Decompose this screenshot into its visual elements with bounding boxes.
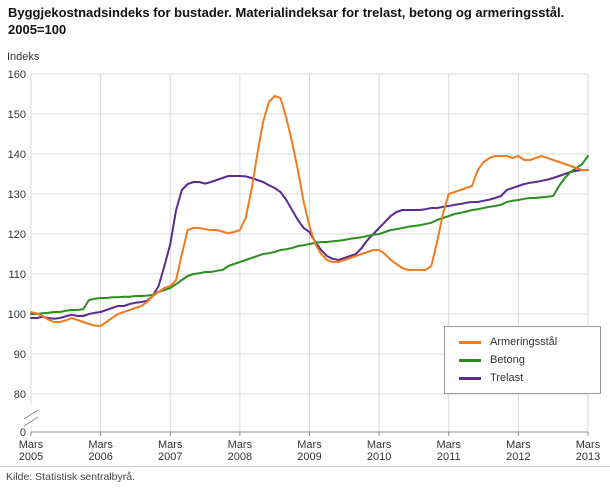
source-text: Kilde: Statistisk sentralbyrå. (6, 471, 135, 483)
x-tick-label-month: Mars (297, 439, 322, 451)
x-tick-label-year: 2009 (297, 451, 321, 463)
legend-line-swatch-armeringsstal (459, 340, 481, 344)
line-chart: 08090100110120130140150160Mars2005Mars20… (8, 69, 601, 463)
y-tick-label: 130 (8, 189, 26, 201)
x-tick-label-year: 2012 (506, 451, 530, 463)
y-tick-label: 160 (8, 69, 26, 81)
axis-break-slash (23, 409, 39, 420)
y-tick-label: 110 (8, 269, 26, 281)
x-tick-label-month: Mars (576, 439, 601, 451)
legend-item-armeringsstal: Armeringsstål (459, 336, 594, 348)
x-tick-label-month: Mars (88, 439, 113, 451)
y-axis-unit-label: Indeks (7, 51, 40, 63)
legend-line-swatch-trelast (459, 376, 481, 380)
y-tick-label: 100 (8, 309, 26, 321)
y-tick-label: 0 (20, 427, 26, 439)
y-tick-label: 90 (14, 349, 26, 361)
legend-label-trelast: Trelast (490, 372, 524, 384)
legend-box: Armeringsstål Betong Trelast (444, 326, 601, 394)
series-line-trelast (30, 169, 589, 320)
x-tick-label-month: Mars (158, 439, 183, 451)
axis-break-slash (23, 416, 39, 427)
series-line-betong (30, 155, 589, 315)
x-tick-label-year: 2010 (367, 451, 391, 463)
legend-label-betong: Betong (490, 354, 525, 366)
x-tick-label-month: Mars (506, 439, 531, 451)
legend-item-trelast: Trelast (459, 372, 594, 384)
legend-label-armeringsstal: Armeringsstål (490, 336, 558, 348)
x-tick-label-year: 2007 (158, 451, 182, 463)
legend-line-swatch-betong (459, 358, 481, 362)
x-tick-label-year: 2011 (437, 451, 461, 463)
x-tick-label-year: 2005 (19, 451, 43, 463)
x-tick-label-year: 2013 (576, 451, 600, 463)
y-tick-label: 150 (8, 109, 26, 121)
x-tick-label-month: Mars (19, 439, 44, 451)
series-line-armeringsstål (30, 95, 589, 327)
chart-title: Byggjekostnadsindeks for bustader. Mater… (8, 5, 565, 37)
y-tick-label: 120 (8, 229, 26, 241)
legend-item-betong: Betong (459, 354, 594, 366)
y-tick-label: 80 (14, 389, 26, 401)
x-tick-label-month: Mars (437, 439, 462, 451)
y-tick-label: 140 (8, 149, 26, 161)
source-divider (0, 466, 610, 467)
x-tick-label-year: 2006 (88, 451, 112, 463)
x-tick-label-month: Mars (228, 439, 253, 451)
x-tick-label-month: Mars (367, 439, 392, 451)
x-tick-label-year: 2008 (228, 451, 252, 463)
